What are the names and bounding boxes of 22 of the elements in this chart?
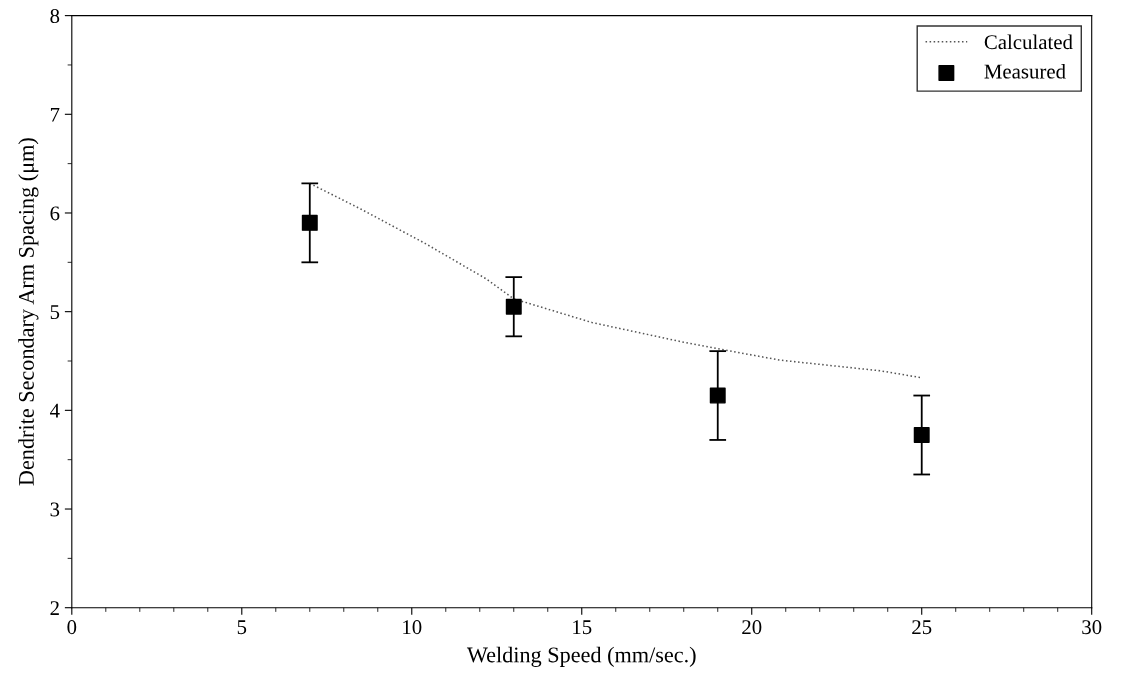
y-axis-title: Dendrite Secondary Arm Spacing (μm) (18, 138, 39, 486)
x-tick-label: 10 (403, 620, 422, 635)
x-tick-label: 0 (67, 620, 77, 635)
point (709, 387, 726, 404)
y-tick-label: 6 (50, 206, 60, 221)
point (913, 427, 930, 443)
y-tick-label: 7 (50, 107, 60, 122)
point (301, 214, 318, 231)
x-axis-title: Welding Speed (mm/sec.) (466, 646, 696, 667)
x-tick-label: 5 (237, 620, 247, 635)
x-tick-label: 30 (1082, 620, 1102, 635)
legend-label: Measured (984, 63, 1066, 79)
legend-label: Calculated (984, 34, 1073, 50)
x-tick-label: 20 (742, 620, 762, 635)
y-tick-label: 5 (50, 305, 60, 320)
x-tick-label: 15 (573, 620, 592, 635)
point (505, 298, 522, 315)
y-tick-label: 2 (50, 601, 59, 615)
y-tick-label: 4 (49, 403, 60, 418)
y-tick-label: 8 (50, 8, 60, 24)
x-tick-label: 25 (912, 620, 932, 635)
y-tick-label: 3 (50, 502, 60, 517)
